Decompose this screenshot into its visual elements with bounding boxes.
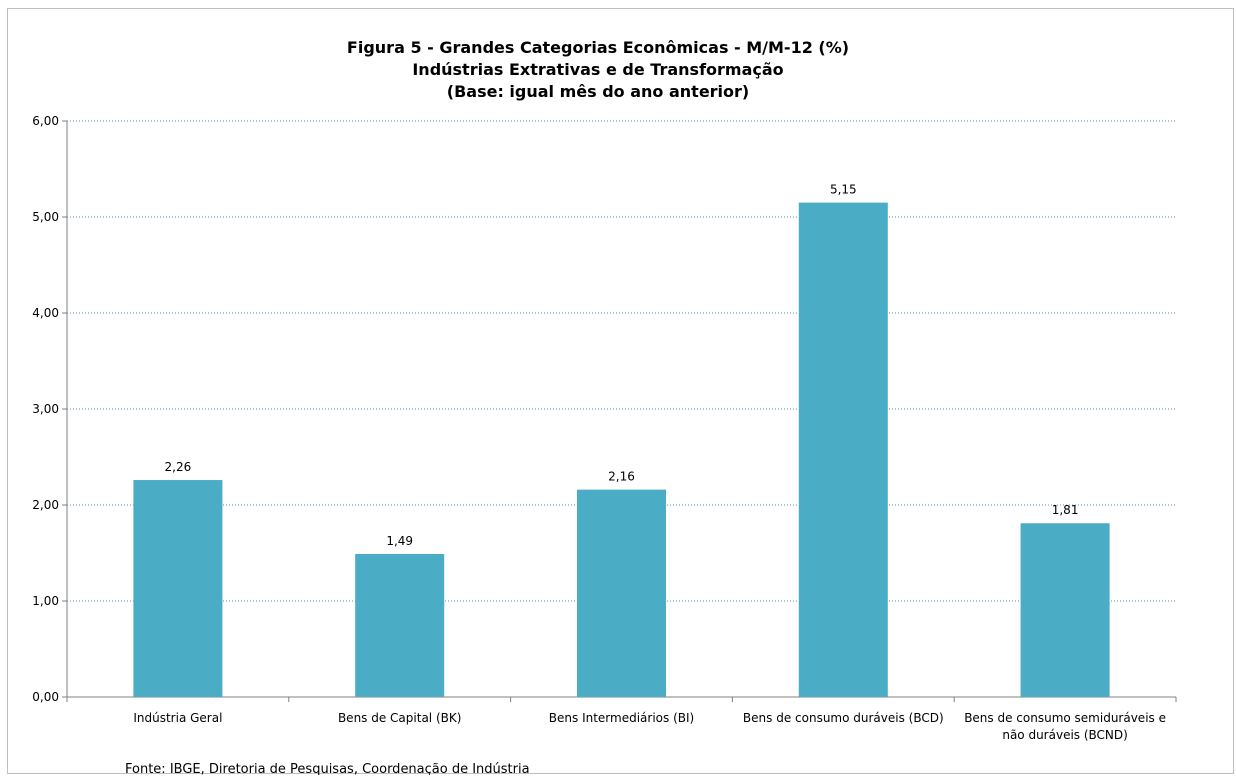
chart-frame: Figura 5 - Grandes Categorias Econômicas…	[7, 8, 1234, 775]
bar	[355, 553, 445, 697]
y-tick-label: 1,00	[32, 594, 59, 608]
bar	[133, 480, 223, 697]
y-tick-label: 6,00	[32, 114, 59, 128]
y-axis-ticks: 0,00 1,00 2,00 3,00 4,00 5,00 6,00	[32, 114, 59, 704]
x-category-label: Bens de consumo semiduráveis e	[964, 711, 1166, 725]
data-labels: 2,26 1,49 2,16 5,15 1,81	[165, 183, 1079, 548]
data-label: 1,81	[1052, 503, 1079, 517]
y-tick-label: 0,00	[32, 690, 59, 704]
x-category-label: Bens de Capital (BK)	[338, 711, 461, 725]
bars	[133, 202, 1110, 697]
y-tick-label: 2,00	[32, 498, 59, 512]
bar	[1020, 523, 1110, 697]
bar	[577, 489, 666, 697]
x-category-label: Indústria Geral	[133, 711, 222, 725]
gridlines	[67, 120, 1176, 602]
data-label: 5,15	[830, 183, 857, 197]
source-note: Fonte: IBGE, Diretoria de Pesquisas, Coo…	[125, 762, 530, 775]
x-category-label: Bens de consumo duráveis (BCD)	[743, 711, 944, 725]
chart-title-line: Figura 5 - Grandes Categorias Econômicas…	[347, 38, 849, 57]
chart-title-line: (Base: igual mês do ano anterior)	[447, 82, 749, 101]
x-category-label: Bens Intermediários (BI)	[549, 711, 694, 725]
chart-title: Figura 5 - Grandes Categorias Econômicas…	[347, 38, 849, 101]
data-label: 2,26	[165, 460, 192, 474]
x-axis-categories: Indústria Geral Bens de Capital (BK) Bens …	[133, 711, 1166, 742]
y-tick-label: 4,00	[32, 306, 59, 320]
chart-title-line: Indústrias Extrativas e de Transformação	[412, 60, 783, 79]
bar	[798, 202, 888, 697]
bar-chart: Figura 5 - Grandes Categorias Econômicas…	[32, 38, 1177, 775]
y-tick-label: 5,00	[32, 210, 59, 224]
data-label: 2,16	[608, 470, 635, 484]
x-category-label: não duráveis (BCND)	[1002, 728, 1128, 742]
data-label: 1,49	[386, 534, 413, 548]
y-tick-label: 3,00	[32, 402, 59, 416]
